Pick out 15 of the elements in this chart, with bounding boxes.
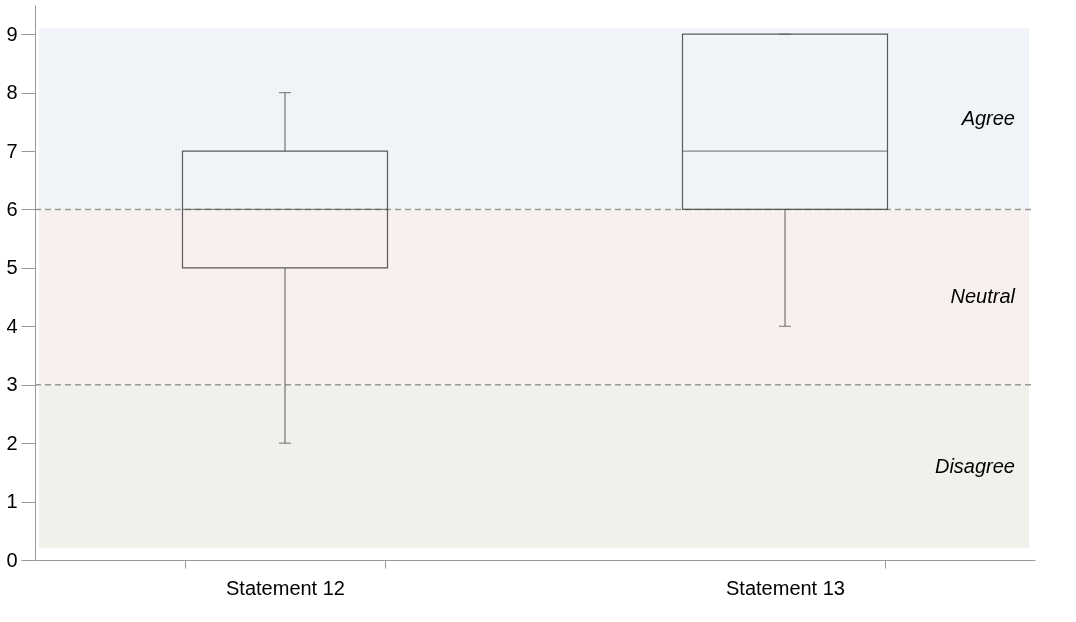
band-label: Agree xyxy=(960,106,1015,129)
band-label: Neutral xyxy=(950,285,1016,308)
y-tick-label: 2 xyxy=(6,431,18,454)
x-tick-label: Statement 13 xyxy=(726,576,845,599)
y-tick-label: 1 xyxy=(6,490,18,513)
y-tick-label: 7 xyxy=(6,139,18,162)
y-tick-label: 4 xyxy=(6,314,18,337)
y-tick-label: 6 xyxy=(6,197,18,220)
y-tick-label: 9 xyxy=(6,22,18,45)
y-tick-label: 0 xyxy=(6,548,18,571)
band-label: Disagree xyxy=(934,454,1015,477)
y-tick-label: 3 xyxy=(6,373,18,396)
y-tick-label: 8 xyxy=(6,81,18,104)
x-tick-label: Statement 12 xyxy=(226,576,345,599)
y-tick-label: 5 xyxy=(6,256,18,279)
